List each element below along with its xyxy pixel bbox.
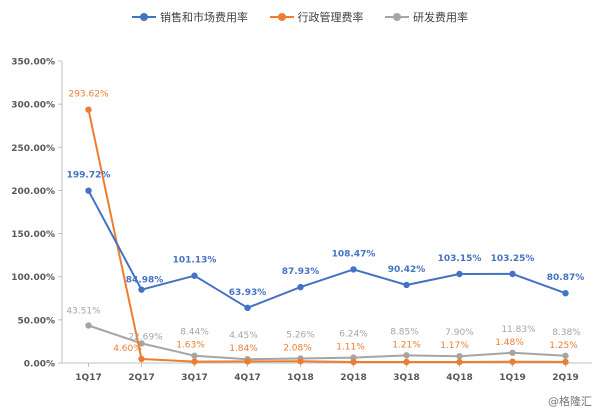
series-point <box>562 358 569 366</box>
data-label: 90.42% <box>388 265 426 275</box>
data-label: 11.83% <box>501 325 536 335</box>
data-label: 84.98% <box>126 276 164 286</box>
series-point <box>456 358 463 366</box>
data-label: 63.93% <box>229 288 267 298</box>
series-point <box>562 290 569 297</box>
data-label: 6.24% <box>339 330 368 340</box>
x-tick-label: 2Q17 <box>128 373 154 383</box>
series-point <box>403 281 410 289</box>
data-label: 80.87% <box>547 273 585 283</box>
x-tick-label: 2Q19 <box>552 373 578 383</box>
chart-legend: 销售和市场费用率 行政管理费率 研发费用率 <box>0 9 600 25</box>
series-point <box>297 283 304 291</box>
data-label: 103.15% <box>438 254 482 264</box>
data-label: 1.63% <box>176 341 205 351</box>
data-label: 5.26% <box>286 330 315 340</box>
legend-label-sales: 销售和市场费用率 <box>160 11 248 24</box>
legend-swatch-rnd <box>385 12 409 22</box>
series-point <box>350 354 357 361</box>
y-tick-label: 100.00% <box>11 273 55 283</box>
legend-item-admin: 行政管理费率 <box>269 9 364 25</box>
y-tick-label: 150.00% <box>11 230 55 240</box>
data-label: 1.17% <box>440 341 469 351</box>
data-label: 1.84% <box>229 344 258 354</box>
series-point <box>85 106 92 113</box>
data-label: 108.47% <box>332 249 376 259</box>
series-point <box>138 355 145 363</box>
data-label: 7.90% <box>445 328 474 338</box>
legend-item-sales: 销售和市场费用率 <box>132 9 248 25</box>
series-point <box>509 270 516 278</box>
series-point <box>85 322 92 329</box>
data-label: 101.13% <box>173 256 217 266</box>
series-point <box>244 358 251 365</box>
series-point <box>138 286 145 293</box>
legend-swatch-admin <box>269 12 294 22</box>
data-label: 293.62% <box>68 90 108 100</box>
series-point <box>244 304 251 312</box>
y-tick-label: 250.00% <box>11 144 55 154</box>
series-point <box>456 270 463 278</box>
x-tick-label: 4Q18 <box>446 373 472 383</box>
x-tick-label: 1Q17 <box>75 373 101 383</box>
x-tick-label: 1Q19 <box>499 373 525 383</box>
series-point <box>191 272 198 279</box>
data-label: 22.69% <box>128 332 163 342</box>
series-point <box>350 266 357 273</box>
series-point <box>191 352 198 359</box>
data-label: 1.11% <box>336 343 365 353</box>
data-label: 1.25% <box>549 341 578 351</box>
series-point <box>509 349 516 356</box>
data-label: 8.85% <box>390 327 419 337</box>
y-tick-label: 300.00% <box>11 101 55 111</box>
x-tick-label: 1Q18 <box>287 373 313 383</box>
legend-label-admin: 行政管理费率 <box>297 11 364 24</box>
series-point <box>403 352 410 359</box>
series-point <box>562 352 569 359</box>
data-label: 2.08% <box>283 343 312 353</box>
series-point <box>350 358 357 366</box>
x-tick-label: 3Q17 <box>181 373 207 383</box>
x-tick-label: 4Q17 <box>234 373 260 383</box>
series-point <box>403 358 410 366</box>
series-point <box>297 358 304 365</box>
series-point <box>456 352 463 360</box>
series-point <box>191 358 198 365</box>
x-tick-label: 3Q18 <box>393 373 419 383</box>
data-label: 4.45% <box>229 331 258 341</box>
series-line <box>88 324 566 361</box>
series-line <box>87 109 566 363</box>
series-point <box>509 358 516 365</box>
y-tick-label: 0.00% <box>24 360 55 370</box>
y-tick-label: 50.00% <box>18 316 56 326</box>
data-label: 4.60% <box>113 344 142 354</box>
watermark: @格隆汇 <box>548 395 592 408</box>
data-label: 43.51% <box>66 306 101 316</box>
data-label: 8.38% <box>552 328 581 338</box>
x-tick-label: 2Q18 <box>340 373 366 383</box>
data-label: 103.25% <box>491 254 535 264</box>
data-label: 87.93% <box>282 267 320 277</box>
y-tick-label: 350.00% <box>11 58 55 68</box>
legend-label-rnd: 研发费用率 <box>413 11 468 24</box>
series-point <box>85 187 92 194</box>
data-label: 8.44% <box>180 328 209 338</box>
series-line <box>87 190 566 309</box>
series-point <box>138 340 145 347</box>
data-label: 199.72% <box>67 171 111 181</box>
legend-swatch-sales <box>132 12 156 22</box>
data-label: 1.21% <box>392 340 421 350</box>
y-tick-label: 200.00% <box>11 187 55 197</box>
data-label: 1.48% <box>495 338 524 348</box>
legend-item-rnd: 研发费用率 <box>385 9 468 25</box>
